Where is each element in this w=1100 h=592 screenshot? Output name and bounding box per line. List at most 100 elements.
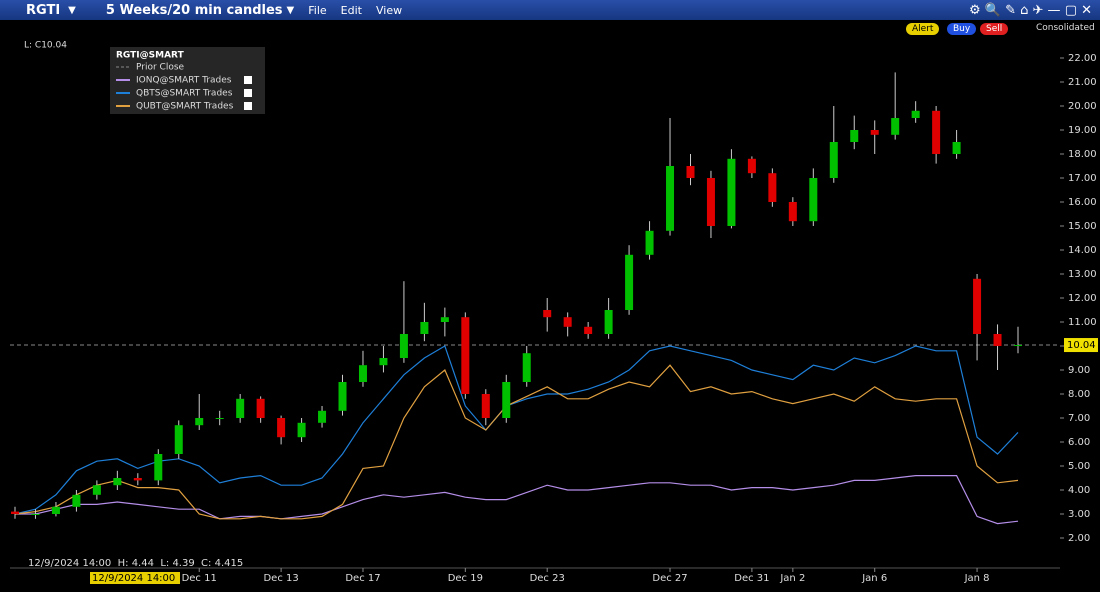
x-tick-label: Dec 13 bbox=[263, 573, 298, 584]
candle-body bbox=[686, 166, 695, 178]
buy-button[interactable]: Buy bbox=[947, 23, 977, 35]
candle-body bbox=[891, 118, 900, 135]
legend-entry: QUBT@SMART Trades bbox=[136, 102, 234, 112]
candle-body bbox=[543, 310, 552, 318]
x-tick-label: Dec 11 bbox=[182, 573, 217, 584]
legend-checkbox[interactable] bbox=[244, 102, 252, 110]
dropdown-arrow[interactable]: ▼ bbox=[68, 4, 76, 16]
dropdown-arrow[interactable]: ▼ bbox=[286, 4, 295, 16]
candle-body bbox=[51, 506, 60, 514]
alert-button[interactable]: Alert bbox=[906, 23, 940, 35]
y-axis-area bbox=[1060, 40, 1100, 570]
candle-body bbox=[461, 317, 470, 394]
title-bar: RGTI ▼ 5 Weeks/20 min candles ▼ File Edi… bbox=[0, 0, 1100, 20]
candle-body bbox=[420, 322, 429, 334]
toolbar: Alert Buy Sell Consolidated bbox=[0, 20, 1100, 38]
sell-button[interactable]: Sell bbox=[980, 23, 1009, 35]
candle-body bbox=[195, 418, 204, 426]
y-tick-label: 13.00 bbox=[1068, 269, 1097, 280]
candle-body bbox=[911, 110, 920, 118]
x-tick-label: Dec 19 bbox=[448, 573, 483, 584]
candle-body bbox=[72, 494, 81, 507]
candle-body bbox=[829, 142, 838, 178]
candle-body bbox=[809, 178, 818, 222]
candle-body bbox=[215, 418, 224, 419]
comparison-line bbox=[14, 345, 1019, 515]
period[interactable]: 5 Weeks/20 min candles bbox=[105, 2, 283, 18]
candle-body bbox=[113, 478, 122, 486]
legend: RGTI@SMART Prior Close IONQ@SMART Trades QB… bbox=[110, 47, 265, 114]
y-tick-label: 15.00 bbox=[1068, 221, 1097, 232]
candle-body bbox=[625, 254, 634, 310]
y-tick-label: 7.00 bbox=[1068, 413, 1090, 424]
legend-checkbox[interactable] bbox=[244, 76, 252, 84]
candle-body bbox=[318, 410, 327, 423]
y-tick-label: 8.00 bbox=[1068, 389, 1090, 400]
candle-body bbox=[338, 382, 347, 411]
candle-body bbox=[584, 326, 593, 334]
y-tick-label: 16.00 bbox=[1068, 197, 1097, 208]
legend-box bbox=[110, 47, 265, 114]
y-tick-label: 20.00 bbox=[1068, 101, 1097, 112]
candle-body bbox=[973, 278, 982, 334]
candle-body bbox=[174, 425, 183, 454]
y-tick-label: 11.00 bbox=[1068, 317, 1097, 328]
candle-body bbox=[604, 310, 613, 334]
window-controls[interactable]: ⚙ 🔍 ✎ ⌂ ✈ — ▢ ✕ bbox=[969, 2, 1092, 18]
legend-entry: QBTS@SMART Trades bbox=[136, 89, 233, 99]
candle-body bbox=[932, 110, 941, 154]
candle-body bbox=[563, 317, 572, 327]
y-tick-label: 12.00 bbox=[1068, 293, 1097, 304]
y-tick-label: 22.00 bbox=[1068, 53, 1097, 64]
candle-body bbox=[256, 398, 265, 418]
candle-body bbox=[645, 230, 654, 255]
candle-body bbox=[870, 130, 879, 135]
candle-body bbox=[358, 365, 367, 382]
candle-body bbox=[788, 202, 797, 222]
y-tick-label: 2.00 bbox=[1068, 533, 1090, 544]
x-tick-label: Jan 2 bbox=[779, 573, 805, 584]
candle-body bbox=[11, 511, 19, 514]
candle-body bbox=[727, 158, 736, 226]
y-tick-label: 3.00 bbox=[1068, 509, 1090, 520]
legend-checkbox[interactable] bbox=[244, 89, 252, 97]
symbol[interactable]: RGTI bbox=[26, 2, 61, 18]
candle-body bbox=[952, 142, 961, 154]
menu-item[interactable]: View bbox=[375, 3, 403, 17]
y-tick-label: 14.00 bbox=[1068, 245, 1097, 256]
candle-body bbox=[522, 353, 531, 382]
candle-body bbox=[31, 514, 40, 515]
y-tick-label: 5.00 bbox=[1068, 461, 1090, 472]
menu-item[interactable]: File bbox=[308, 3, 327, 17]
comparison-line bbox=[15, 475, 1019, 525]
y-tick-label: 17.00 bbox=[1068, 173, 1097, 184]
candle-body bbox=[236, 398, 245, 418]
x-tick-label: Jan 8 bbox=[964, 573, 990, 584]
candle-body bbox=[1014, 345, 1022, 347]
candle-body bbox=[440, 317, 449, 322]
candle-body bbox=[666, 166, 675, 231]
candle-body bbox=[706, 178, 715, 226]
candle-body bbox=[154, 454, 163, 481]
y-tick-label: 19.00 bbox=[1068, 125, 1097, 136]
x-tick-label: Jan 6 bbox=[861, 573, 887, 584]
last-price-label: 10.04 bbox=[1067, 340, 1096, 351]
y-tick-label: 6.00 bbox=[1068, 437, 1090, 448]
comparison-line bbox=[14, 364, 1019, 520]
feed-label: Consolidated bbox=[1036, 23, 1095, 33]
candle-body bbox=[850, 130, 859, 142]
x-tick-label: Dec 17 bbox=[345, 573, 380, 584]
y-tick-label: 4.00 bbox=[1068, 485, 1090, 496]
y-tick-label: 21.00 bbox=[1068, 77, 1097, 88]
candle-body bbox=[297, 422, 306, 438]
legend-entry: IONQ@SMART Trades bbox=[136, 76, 232, 86]
x-tick-label: Dec 27 bbox=[652, 573, 687, 584]
candle-body bbox=[768, 173, 777, 202]
candle-body bbox=[481, 394, 490, 418]
menu-item[interactable]: Edit bbox=[340, 3, 362, 17]
legend-title: RGTI@SMART bbox=[116, 51, 185, 61]
candle-body bbox=[502, 382, 511, 418]
y-tick-label: 9.00 bbox=[1068, 365, 1090, 376]
